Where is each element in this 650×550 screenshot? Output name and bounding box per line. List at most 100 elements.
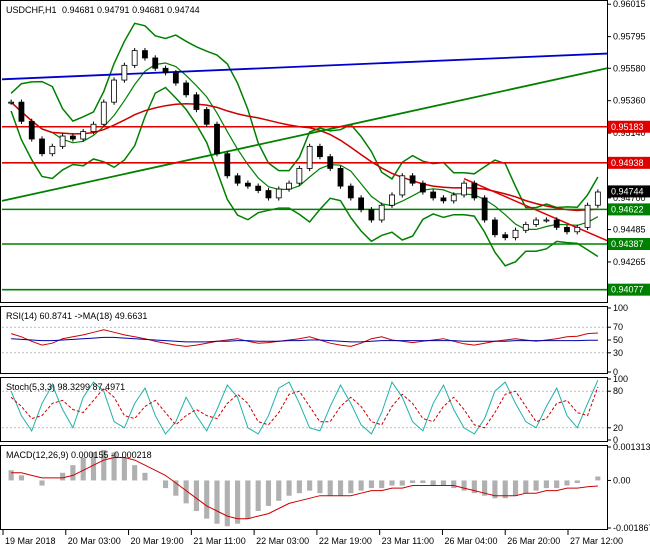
candle-body (203, 109, 210, 125)
stoch-label: Stoch(5,3,3) 98.3299 87.4971 (6, 382, 125, 392)
bollinger-upper-line (10, 22, 599, 209)
level-094077-label: 0.94077 (611, 285, 644, 295)
stoch-tick-label: 100 (613, 374, 628, 384)
level-095183-label: 0.95183 (611, 122, 644, 132)
bollinger-middle-line (10, 62, 599, 230)
time-axis-label: 22 Mar 19:00 (319, 536, 372, 546)
price-tick-label: 0.95140 (613, 128, 646, 138)
candle-body (183, 82, 190, 96)
price-tick-label: 0.94700 (613, 193, 646, 203)
rsi-tick-label: 100 (613, 303, 628, 313)
candle-body (409, 175, 416, 184)
candle-body (296, 168, 303, 184)
level-094938-tag (608, 156, 650, 169)
candle-body (100, 101, 107, 125)
stoch-layer (2, 379, 607, 435)
rsi-ma-line (11, 336, 598, 343)
trend-line-green (1, 67, 608, 202)
candle-body (564, 226, 570, 233)
candle-body (543, 219, 550, 222)
level-094387-label: 0.94387 (611, 239, 644, 249)
time-axis-label: 23 Mar 11:00 (382, 536, 434, 546)
price-tick-label: 0.95795 (613, 32, 646, 42)
candle-body (80, 131, 87, 140)
time-axis-label: 27 Mar 12:00 (570, 536, 623, 546)
candle-body (193, 94, 200, 110)
candle-body (59, 135, 66, 147)
stoch-tick-label: 20 (613, 423, 623, 433)
macd-layer (8, 449, 601, 527)
candle-body (275, 188, 282, 199)
level-094938-label: 0.94938 (611, 158, 644, 168)
macd-label: MACD(12,26,9) 0.000155 -0.000218 (6, 450, 152, 460)
macd-tick-label: -0.001867 (613, 523, 650, 533)
rsi-layer (2, 326, 607, 354)
candle-body (8, 101, 15, 104)
price-tick-label: 0.96015 (613, 0, 646, 9)
stoch-tick-label: 0 (613, 435, 618, 445)
rsi-tick-label: 70 (613, 322, 623, 332)
level-094387-tag (608, 237, 650, 250)
current-price-tag (608, 185, 650, 198)
candle-body (481, 197, 488, 221)
candle-body (522, 224, 529, 231)
candle-body (461, 182, 467, 196)
rsi-tick-label: 0 (613, 367, 618, 377)
time-axis-label: 20 Mar 03:00 (68, 536, 121, 546)
candle-body (553, 219, 560, 228)
candle-body (70, 135, 76, 140)
candle-body (594, 191, 601, 206)
candle-body (440, 197, 447, 202)
level-095183-tag (608, 120, 650, 133)
rsi-line (10, 329, 598, 347)
candle-body (255, 185, 262, 191)
candle-body (358, 197, 365, 211)
candle-body (430, 191, 437, 199)
candle-body (121, 64, 128, 81)
level-094622-label: 0.94622 (611, 204, 644, 214)
candle-body (471, 182, 478, 199)
candle-body (234, 175, 241, 184)
candle-body (502, 234, 509, 239)
candle-body (49, 145, 56, 155)
candle-body (28, 120, 35, 140)
time-axis-label: 22 Mar 03:00 (256, 536, 309, 546)
rsi-tick-label: 50 (613, 335, 623, 345)
stoch-panel[interactable] (0, 377, 608, 442)
time-axis-label: 21 Mar 11:00 (193, 536, 245, 546)
candle-body (111, 79, 117, 103)
price-tick-label: 0.95580 (613, 63, 646, 73)
candle-body (399, 175, 406, 196)
stoch-signal-line (10, 386, 599, 429)
current-price-label: 0.94744 (611, 186, 644, 196)
macd-tick-label: 0.00 (613, 475, 631, 485)
candle-body (306, 145, 313, 169)
time-axis-label: 26 Mar 20:00 (507, 536, 560, 546)
time-axis-label: 20 Mar 19:00 (131, 536, 184, 546)
candle-body (347, 185, 354, 199)
candle-body (419, 182, 426, 193)
symbol-label: USDCHF,H1 (6, 5, 57, 15)
candle-body (286, 182, 292, 190)
rsi-tick-label: 30 (613, 348, 623, 358)
candle-body (317, 145, 323, 158)
candle-body (224, 153, 231, 177)
candle-body (574, 226, 581, 233)
candle-body (533, 219, 539, 225)
candle-body (214, 123, 220, 155)
candle-body (244, 182, 251, 187)
candle-body (152, 57, 159, 69)
candle-body (142, 50, 148, 59)
stoch-tick-label: 80 (613, 386, 623, 396)
level-094077-tag (608, 283, 650, 296)
level-094622-tag (608, 203, 650, 216)
price-layer (1, 22, 608, 291)
candle-body (368, 209, 375, 221)
ohlc-label: 0.94681 0.94791 0.94681 0.94744 (62, 5, 200, 15)
price-panel[interactable] (0, 0, 608, 303)
candle-body (90, 123, 97, 133)
macd-signal-line (11, 457, 598, 520)
candle-body (265, 190, 272, 199)
candle-body (337, 168, 344, 187)
